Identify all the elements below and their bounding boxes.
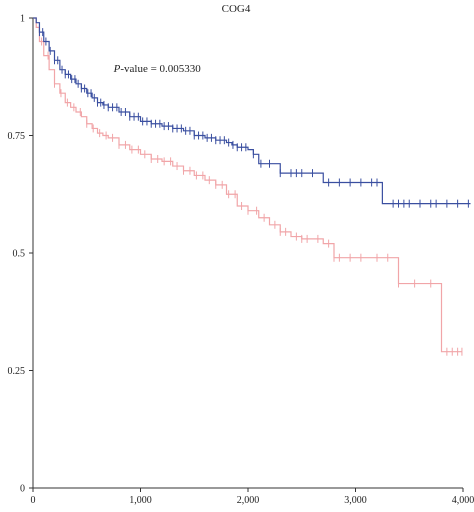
p-value-annotation: P-value = 0.005330 [113,63,202,75]
x-tick-label: 4,000 [452,495,474,506]
y-tick-label: 0.25 [8,366,26,377]
chart-title: COG4 [222,3,251,15]
y-tick-label: 0.75 [8,131,26,142]
p-value-text: -value = 0.005330 [120,63,201,75]
axis-ticks: 0 1,000 2,000 3,000 4,000 0 0.25 0.5 0.75 1 [8,14,474,507]
survival-curve-1 [33,17,471,205]
y-tick-label: 1 [20,14,25,25]
x-tick-label: 0 [31,495,36,506]
x-tick-label: 1,000 [129,495,152,506]
survival-curves [33,17,471,356]
y-tick-label: 0.5 [13,249,26,260]
p-value-symbol: P [113,63,121,75]
x-tick-label: 3,000 [344,495,367,506]
y-tick-label: 0 [20,484,25,495]
x-tick-label: 2,000 [237,495,260,506]
survival-curve-2 [33,17,462,353]
